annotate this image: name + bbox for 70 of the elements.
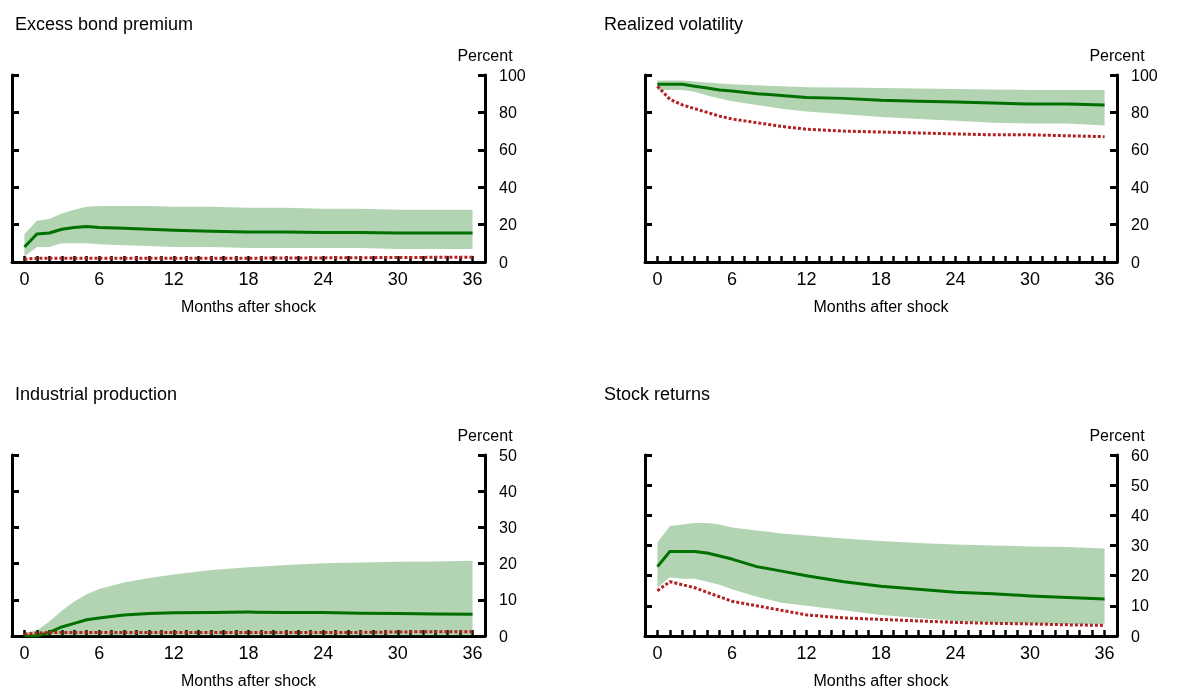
x-tick-label: 18 [238, 643, 259, 663]
x-tick-label: 36 [1094, 269, 1115, 289]
chart-title: Industrial production [15, 384, 178, 404]
x-tick-label: 12 [163, 643, 184, 663]
x-tick-label: 24 [313, 269, 334, 289]
y-axis-title: Percent [457, 426, 514, 444]
x-tick-label: 0 [19, 269, 30, 289]
y-axis-title: Percent [457, 46, 514, 64]
x-tick-label: 6 [726, 269, 737, 289]
x-tick-label: 6 [94, 643, 105, 663]
line-series [655, 550, 1107, 601]
x-tick-label: 36 [462, 269, 483, 289]
y-axis-title: Percent [1089, 426, 1146, 444]
chart-title: Excess bond premium [15, 14, 194, 34]
y-tick-label: 60 [1131, 141, 1149, 159]
x-tick-label: 30 [387, 643, 408, 663]
y-tick-label: 10 [499, 591, 517, 609]
y-tick-label: 10 [1131, 597, 1149, 615]
x-tick-label: 12 [796, 643, 817, 663]
line-series [655, 84, 1107, 139]
x-tick-label: 18 [238, 269, 259, 289]
x-tick-label: 30 [387, 269, 408, 289]
y-tick-label: 40 [1131, 506, 1149, 524]
line-series [655, 82, 1107, 107]
x-tick-label: 36 [1094, 643, 1115, 663]
x-tick-label: 6 [726, 643, 737, 663]
y-tick-label: 40 [499, 178, 517, 196]
y-tick-label: 40 [499, 482, 517, 500]
x-axis-title: Months after shock [813, 671, 950, 689]
y-tick-label: 60 [499, 141, 517, 159]
y-tick-label: 100 [499, 66, 526, 84]
y-tick-label: 0 [499, 253, 508, 271]
y-tick-label: 0 [499, 627, 508, 645]
x-tick-label: 18 [870, 269, 892, 289]
y-tick-label: 60 [1131, 446, 1149, 464]
line-series [22, 610, 475, 638]
x-tick-label: 0 [652, 269, 663, 289]
x-tick-label: 0 [652, 643, 663, 663]
x-tick-label: 36 [462, 643, 483, 663]
x-axis-title: Months after shock [180, 671, 318, 689]
x-tick-label: 0 [19, 643, 30, 663]
y-tick-label: 30 [499, 518, 517, 536]
x-tick-label: 18 [870, 643, 892, 663]
x-tick-label: 24 [945, 643, 966, 663]
y-tick-label: 20 [499, 216, 517, 234]
y-axis-title: Percent [1089, 46, 1146, 64]
y-tick-label: 100 [1131, 66, 1158, 84]
y-tick-label: 80 [1131, 103, 1149, 121]
y-tick-label: 20 [1131, 216, 1149, 234]
x-axis-title: Months after shock [813, 297, 950, 315]
y-tick-label: 20 [1131, 567, 1149, 585]
x-axis-title: Months after shock [180, 297, 318, 315]
chart-title: Realized volatility [604, 14, 744, 34]
x-tick-label: 30 [1020, 643, 1041, 663]
x-tick-label: 30 [1020, 269, 1041, 289]
x-tick-label: 12 [796, 269, 817, 289]
x-tick-label: 24 [313, 643, 334, 663]
y-tick-label: 50 [1131, 476, 1149, 494]
y-tick-label: 20 [499, 555, 517, 573]
y-tick-label: 0 [1131, 253, 1140, 271]
y-tick-label: 40 [1131, 178, 1149, 196]
y-tick-label: 80 [499, 103, 517, 121]
x-tick-label: 24 [945, 269, 966, 289]
y-tick-label: 0 [1131, 627, 1140, 645]
x-tick-label: 12 [163, 269, 184, 289]
y-tick-label: 50 [499, 446, 517, 464]
x-tick-label: 6 [94, 269, 105, 289]
y-tick-label: 30 [1131, 537, 1149, 554]
chart-title: Stock returns [604, 384, 711, 404]
line-series [22, 224, 475, 249]
